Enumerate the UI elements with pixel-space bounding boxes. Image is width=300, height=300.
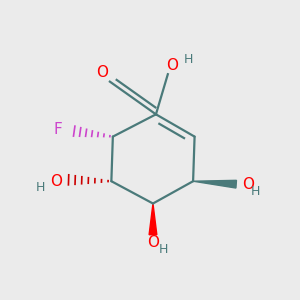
Text: H: H — [251, 185, 260, 198]
Text: H: H — [159, 243, 168, 256]
Polygon shape — [193, 180, 236, 188]
Text: O: O — [147, 235, 159, 250]
Text: O: O — [166, 58, 178, 73]
Text: O: O — [242, 177, 254, 192]
Text: O: O — [50, 174, 62, 189]
Polygon shape — [149, 203, 157, 235]
Text: H: H — [184, 53, 193, 66]
Text: F: F — [53, 122, 62, 137]
Text: H: H — [35, 181, 45, 194]
Text: O: O — [96, 65, 108, 80]
